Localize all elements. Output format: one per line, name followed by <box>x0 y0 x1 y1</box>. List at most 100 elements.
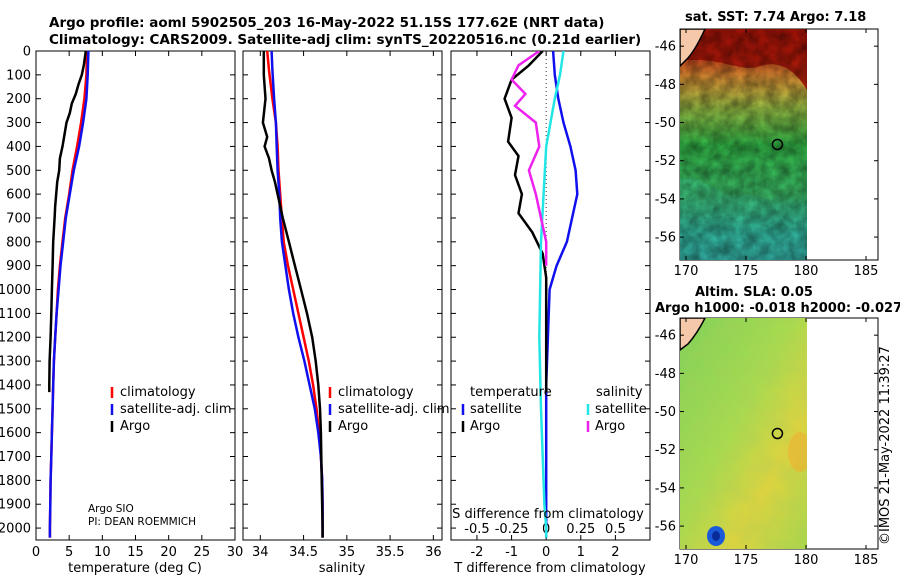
map-y-tick-label: -46 <box>655 40 676 55</box>
map-y-tick-label: -56 <box>655 231 676 246</box>
salinity-xlabel: salinity <box>319 561 366 576</box>
x-tick-label: 0 <box>32 545 40 560</box>
sst-noise-texture <box>680 29 807 260</box>
argo-centre-note: Argo SIO <box>88 503 134 515</box>
x-tick-label: 30 <box>227 545 244 560</box>
salinity-legend: climatology satellite-adj. clim Argo <box>328 385 450 434</box>
y-tick-label: 0 <box>23 45 31 60</box>
x-tick-label: 2 <box>611 545 619 560</box>
x-tick-label: 34.5 <box>289 545 318 560</box>
chart-title-line2: Climatology: CARS2009. Satellite-adj cli… <box>49 32 642 48</box>
x-tick-label: -1 <box>505 545 518 560</box>
temperature-y-ticks: 0 100 200 300 400 500 600 700 800 900 1000 1100 1200… <box>0 45 235 537</box>
x-tick-label: 1 <box>577 545 585 560</box>
map-x-tick-label: 180 <box>794 553 819 568</box>
x-tick-label: 5 <box>65 545 73 560</box>
difference-top-label: S difference from climatology <box>452 507 644 522</box>
legend-label-argo: Argo <box>120 419 150 434</box>
map-y-tick-label: -50 <box>655 116 676 131</box>
map-y-tick-label: -52 <box>655 154 676 169</box>
map-x-tick-label: 185 <box>854 553 879 568</box>
diff-salinity-satellite-line <box>538 51 565 538</box>
difference-top-ticks: -0.5 -0.25 0 0.25 0.5 <box>451 50 650 537</box>
x-tick-label: 35 <box>339 545 356 560</box>
legend-label-satellite: satellite-adj. clim <box>120 402 232 417</box>
argo-position-marker <box>771 138 784 151</box>
y-tick-label: 400 <box>6 140 31 155</box>
y-tick-label: 1900 <box>0 498 31 513</box>
x-tick-label: 20 <box>160 545 177 560</box>
salinity-argo-line <box>261 51 324 538</box>
y-tick-label: 100 <box>6 68 31 83</box>
x-tick-label: 15 <box>127 545 144 560</box>
diff-salinity-argo-line <box>510 51 548 266</box>
temperature-argo-line <box>48 51 88 393</box>
sla-map-title-2: Argo h1000: -0.018 h2000: -0.027 <box>655 301 900 316</box>
land-new-zealand <box>680 29 706 68</box>
diff-legend-title-temperature: temperature <box>470 385 552 400</box>
y-tick-label: 1600 <box>0 426 31 441</box>
sst-map-ticks: 170 175 180 185 -46 -48 -50 -52 -54 -56 <box>655 29 879 279</box>
sal-legend-label-climatology: climatology <box>338 385 414 400</box>
diff-legend-label-ssat: satellite <box>595 402 647 417</box>
y-tick-label: 600 <box>6 188 31 203</box>
sst-map-title: sat. SST: 7.74 Argo: 7.18 <box>685 10 867 25</box>
y-tick-label: 1100 <box>0 307 31 322</box>
top-tick-label: 0.25 <box>566 522 595 537</box>
temperature-xlabel: temperature (deg C) <box>68 561 202 576</box>
temperature-x-ticks: 0 5 10 15 20 25 30 <box>32 51 243 560</box>
y-tick-label: 500 <box>6 164 31 179</box>
y-tick-label: 1800 <box>0 474 31 489</box>
sla-low-eddy-core <box>712 531 720 541</box>
sla-map-ticks: 170 175 180 185 -46 -48 -50 -52 -54 -56 <box>655 318 879 568</box>
y-tick-label: 700 <box>6 211 31 226</box>
sla-high-patch <box>788 432 807 472</box>
y-tick-label: 1300 <box>0 355 31 370</box>
map-y-tick-label: -52 <box>655 443 676 458</box>
x-tick-label: -2 <box>470 545 483 560</box>
sla-map: 170 175 180 185 -46 -48 -50 -52 -54 -56 <box>655 317 879 568</box>
y-tick-label: 200 <box>6 92 31 107</box>
y-tick-label: 1000 <box>0 283 31 298</box>
difference-panel: -2 -1 0 1 2 -0.5 -0.25 0 0.25 0.5 T difference f… <box>450 50 651 576</box>
temperature-satellite-line <box>48 51 90 538</box>
difference-x-ticks: -2 -1 0 1 2 <box>470 51 620 560</box>
map-y-tick-label: -54 <box>655 481 676 496</box>
map-x-tick-label: 185 <box>854 264 879 279</box>
map-y-tick-label: -48 <box>655 78 676 93</box>
diff-legend-label-targo: Argo <box>470 419 500 434</box>
sla-map-title-1: Altim. SLA: 0.05 <box>695 285 813 300</box>
map-x-tick-label: 175 <box>734 553 759 568</box>
x-tick-label: 10 <box>94 545 111 560</box>
difference-legend: temperature salinity satellite Argo sate… <box>461 385 647 434</box>
y-tick-label: 900 <box>6 259 31 274</box>
chart-title-line1: Argo profile: aoml 5902505_203 16-May-20… <box>49 15 605 31</box>
map-y-tick-label: -50 <box>655 405 676 420</box>
temperature-panel: 0100200300400500600700800900100011001200… <box>0 45 243 577</box>
land-new-zealand-2 <box>680 318 706 351</box>
y-tick-label: 1200 <box>0 331 31 346</box>
top-tick-label: -0.25 <box>495 522 529 537</box>
map-x-tick-label: 175 <box>734 264 759 279</box>
map-y-tick-label: -56 <box>655 520 676 535</box>
sal-legend-label-satellite: satellite-adj. clim <box>338 402 450 417</box>
x-tick-label: 25 <box>194 545 211 560</box>
diff-legend-title-salinity: salinity <box>596 385 643 400</box>
y-tick-label: 300 <box>6 116 31 131</box>
legend-label-climatology: climatology <box>120 385 196 400</box>
diff-temperature-argo-line <box>503 51 548 393</box>
pi-note: PI: DEAN ROEMMICH <box>88 516 196 528</box>
sal-legend-label-argo: Argo <box>338 419 368 434</box>
map-x-tick-label: 170 <box>674 553 699 568</box>
salinity-panel: 34 34.5 35 35.5 36 salinity climatology sate… <box>242 50 450 576</box>
y-tick-label: 800 <box>6 235 31 250</box>
map-y-tick-label: -48 <box>655 367 676 382</box>
diff-legend-label-sargo: Argo <box>595 419 625 434</box>
map-x-tick-label: 180 <box>794 264 819 279</box>
x-tick-label: 34 <box>252 545 269 560</box>
sla-noise-texture <box>680 318 807 549</box>
y-tick-label: 2000 <box>0 522 31 537</box>
salinity-y-ticks <box>243 50 442 529</box>
argo-position-marker-2 <box>771 427 784 440</box>
